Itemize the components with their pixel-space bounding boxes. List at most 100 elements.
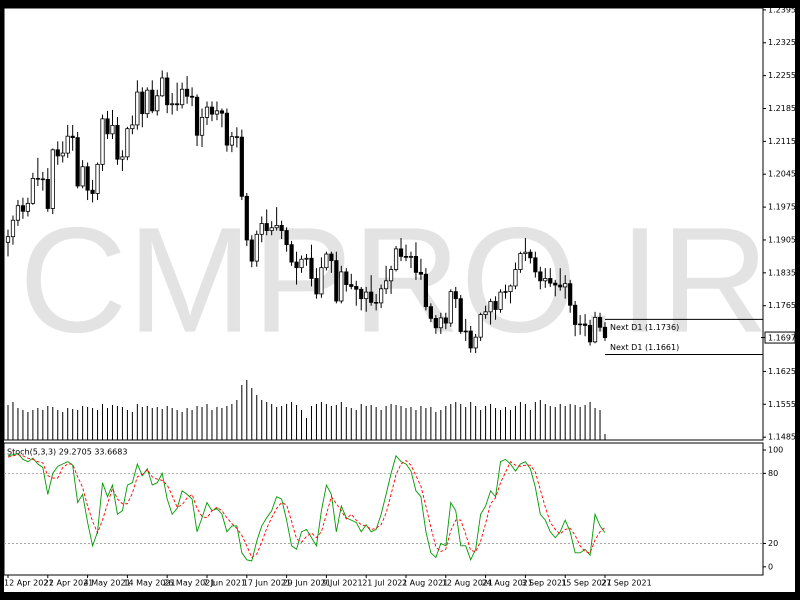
candle-body [289,244,294,263]
volume-bar [370,405,372,440]
candle-body [175,103,180,106]
candle-body [513,269,518,287]
candle-body [244,195,249,241]
candle-body [304,257,309,260]
volume-bar [345,407,347,440]
candle-body [558,284,563,288]
volume-bar [529,410,531,440]
volume-bar [539,400,541,440]
volume-bar [57,410,59,440]
x-tick-label: 26 May 2021 [163,579,215,588]
candle-body [314,278,319,295]
volume-bar [246,380,248,440]
volume-bar [296,405,298,440]
y-tick-label: 1.23250 [768,38,800,47]
candle-body [184,88,190,97]
candle-body [219,110,225,114]
volume-bar [111,405,113,440]
y-tick-label: 1.17650 [768,301,800,310]
x-tick-label: 14 May 2021 [123,579,175,588]
candle-body [423,273,429,308]
candle-body [105,118,110,135]
volume-bar [306,418,307,440]
candle-body [597,317,603,328]
candle-body [413,255,419,273]
candle-body [438,317,443,329]
x-tick-label: 21 Jul 2021 [362,579,407,588]
candle-body [383,280,389,290]
volume-bar [519,402,521,440]
candle-body [45,178,50,209]
volume-bar [320,402,322,440]
x-tick-label: 12 Aug 2021 [442,579,493,588]
volume-bar [400,406,402,440]
candle-body [563,283,568,288]
candle-body [120,156,125,160]
volume-bar [564,406,566,440]
volume-bar [350,408,352,440]
candle-body [239,136,244,197]
candle-body [140,91,145,115]
volume-bar [276,407,278,440]
candle-body [344,271,349,285]
y-tick-label: 1.20450 [768,170,800,179]
volume-bar [281,406,283,440]
candle-body [349,284,354,287]
volume-bar [251,388,253,440]
candle-body [443,317,448,324]
candle-body [50,149,55,209]
volume-bar [146,406,148,440]
candle-body [209,106,215,115]
candle-body [393,248,399,270]
candle-body [60,152,65,157]
y-tick-label: 1.14850 [768,433,800,442]
volume-bar [196,406,198,440]
x-tick-label: 4 May 2021 [84,579,131,588]
candle-body [100,118,105,165]
volume-bar [261,400,263,440]
stoch-y-tick-label: 20 [768,539,778,548]
volume-bar [395,405,397,440]
volume-bar [375,407,377,440]
candle-body [294,261,299,269]
x-tick-label: 17 Jun 2021 [243,579,291,588]
x-tick-label: 29 Jun 2021 [283,579,331,588]
candle-body [538,271,543,282]
candle-body [309,257,314,279]
volume-bar [574,405,576,440]
volume-bar [554,407,556,440]
volume-bar [136,404,138,440]
volume-bar [425,408,427,440]
volume-bar [475,406,477,440]
candle-body [15,205,21,221]
volume-bar [460,404,462,440]
candle-body [214,110,220,115]
volume-bar [37,408,39,440]
volume-bar [7,405,9,440]
candle-body [170,103,175,106]
y-tick-label: 1.19750 [768,203,800,212]
volume-bar [266,402,268,440]
x-tick-label: 27 Sep 2021 [601,579,652,588]
candle-body [374,302,379,304]
candle-body [403,255,409,258]
x-tick-label: 15 Sep 2021 [561,579,612,588]
volume-bar [470,402,472,440]
x-tick-label: 2 Aug 2021 [402,579,448,588]
volume-bar [480,410,482,440]
candle-body [573,304,578,325]
candle-body [528,251,533,259]
x-tick-label: 7 Jun 2021 [203,579,246,588]
candle-body [364,291,369,300]
candle-body [483,311,488,316]
volume-bar [315,404,317,440]
candle-body [130,124,135,130]
candle-body [254,233,259,262]
candle-body [204,106,210,118]
volume-bar [206,404,208,440]
candle-body [578,323,583,326]
candle-body [408,255,414,258]
candle-body [125,128,130,158]
candle-body [602,326,608,339]
volume-bar [92,408,94,440]
